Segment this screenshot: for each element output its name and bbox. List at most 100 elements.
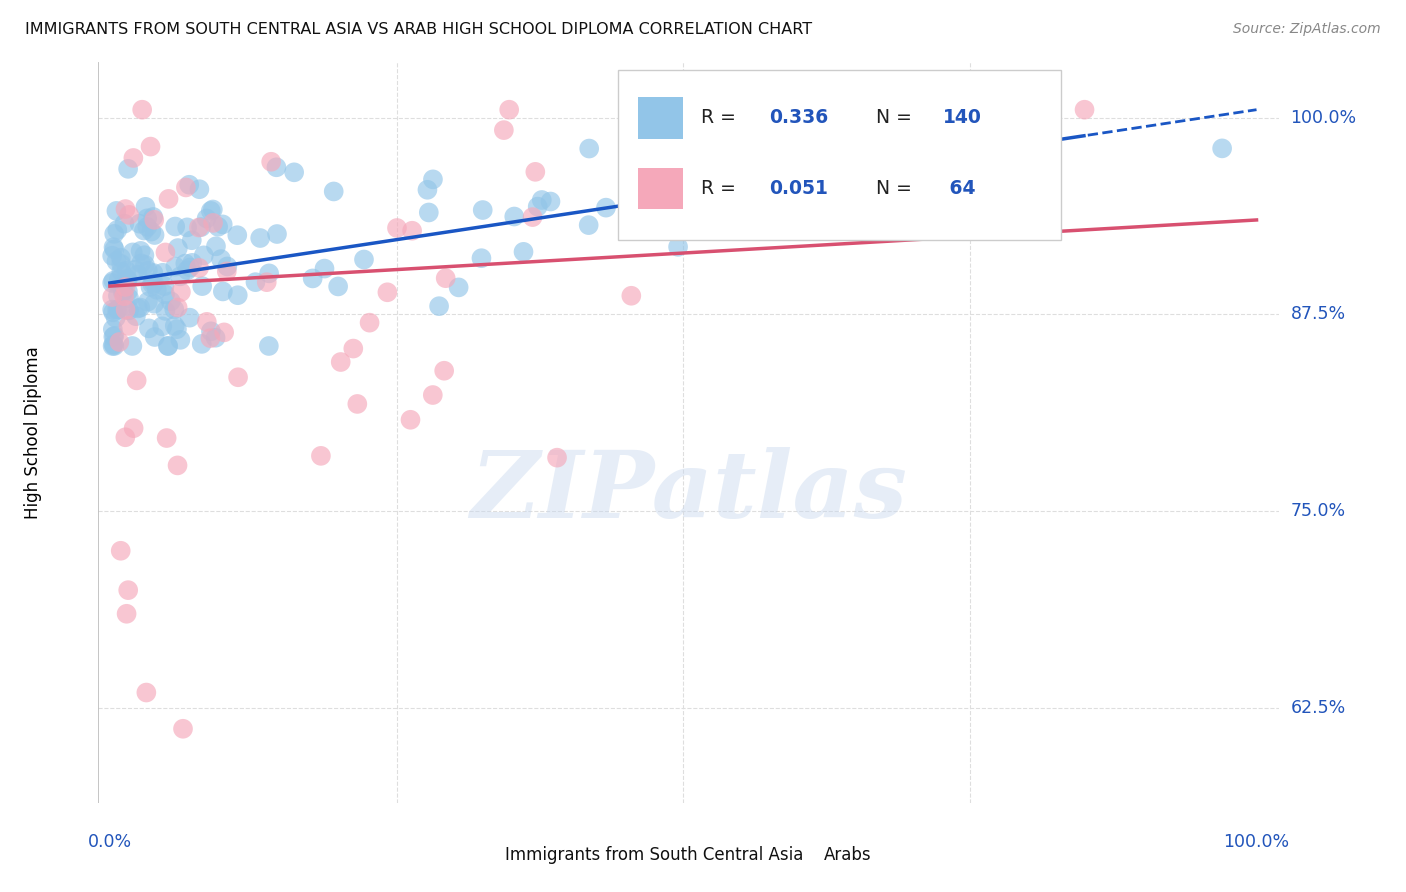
Point <box>200 331 222 345</box>
Point <box>205 239 228 253</box>
Point <box>118 208 141 222</box>
Point <box>170 285 193 299</box>
Point <box>118 291 141 305</box>
Point <box>620 289 643 303</box>
Point <box>595 201 617 215</box>
Point <box>127 268 149 282</box>
Point <box>117 318 139 333</box>
Point <box>503 210 526 224</box>
Point <box>117 285 139 299</box>
Point <box>132 223 155 237</box>
FancyBboxPatch shape <box>638 168 683 209</box>
Point <box>226 228 249 243</box>
Point <box>121 339 143 353</box>
Text: N =: N = <box>876 109 918 128</box>
Point <box>136 219 159 234</box>
Point <box>103 240 125 254</box>
Point <box>524 165 547 179</box>
Point <box>101 305 124 319</box>
Point <box>125 373 148 387</box>
FancyBboxPatch shape <box>447 844 494 870</box>
Point <box>471 202 494 217</box>
Text: 0.336: 0.336 <box>769 109 828 128</box>
Point <box>211 285 233 299</box>
Point <box>107 289 129 303</box>
Point <box>166 301 188 315</box>
Point <box>115 263 138 277</box>
Point <box>180 233 202 247</box>
Point <box>141 277 163 292</box>
Point <box>260 154 283 169</box>
Point <box>256 275 278 289</box>
Point <box>103 274 125 288</box>
Point <box>190 220 212 235</box>
Point <box>179 310 201 325</box>
Point <box>399 413 422 427</box>
Point <box>166 458 188 473</box>
Point <box>266 227 288 241</box>
Point <box>108 334 131 349</box>
Point <box>103 337 125 351</box>
Point <box>266 161 288 175</box>
Point <box>669 213 692 227</box>
Point <box>117 583 139 598</box>
Point <box>117 161 139 176</box>
Point <box>676 146 699 161</box>
Point <box>530 193 553 207</box>
Point <box>172 722 194 736</box>
Point <box>385 221 408 235</box>
Point <box>141 225 163 239</box>
Point <box>1211 141 1233 155</box>
Point <box>114 280 136 294</box>
Point <box>134 200 156 214</box>
Point <box>447 280 470 294</box>
Point <box>165 219 187 234</box>
Text: 100.0%: 100.0% <box>1223 833 1289 851</box>
Point <box>166 322 188 336</box>
Point <box>159 294 181 309</box>
Point <box>257 266 280 280</box>
Point <box>191 279 214 293</box>
Point <box>201 202 224 217</box>
Text: 64: 64 <box>943 178 976 198</box>
Point <box>115 607 138 621</box>
Point <box>103 339 125 353</box>
Text: 75.0%: 75.0% <box>1291 502 1346 520</box>
FancyBboxPatch shape <box>619 70 1062 240</box>
Point <box>416 183 439 197</box>
Point <box>104 310 127 325</box>
Point <box>377 285 399 300</box>
Point <box>433 364 456 378</box>
Point <box>105 203 128 218</box>
Point <box>257 339 280 353</box>
Point <box>105 223 128 237</box>
Text: R =: R = <box>700 178 741 198</box>
Point <box>346 397 368 411</box>
Point <box>110 257 132 271</box>
Point <box>174 180 197 194</box>
Point <box>127 301 149 316</box>
Point <box>359 316 381 330</box>
Point <box>143 330 166 344</box>
Point <box>512 244 534 259</box>
Point <box>129 301 152 315</box>
Point <box>204 331 226 345</box>
Point <box>163 318 186 333</box>
Point <box>125 309 148 323</box>
Point <box>101 249 124 263</box>
Point <box>112 217 135 231</box>
Text: N =: N = <box>876 178 918 198</box>
Point <box>139 280 162 294</box>
Point <box>103 330 125 344</box>
Point <box>212 326 235 340</box>
Point <box>195 315 218 329</box>
Point <box>283 165 305 179</box>
Point <box>546 450 568 465</box>
Point <box>122 151 145 165</box>
Point <box>143 227 166 242</box>
Point <box>1073 103 1095 117</box>
Point <box>146 283 169 297</box>
Point <box>179 178 201 192</box>
Point <box>143 212 166 227</box>
Point <box>114 430 136 444</box>
